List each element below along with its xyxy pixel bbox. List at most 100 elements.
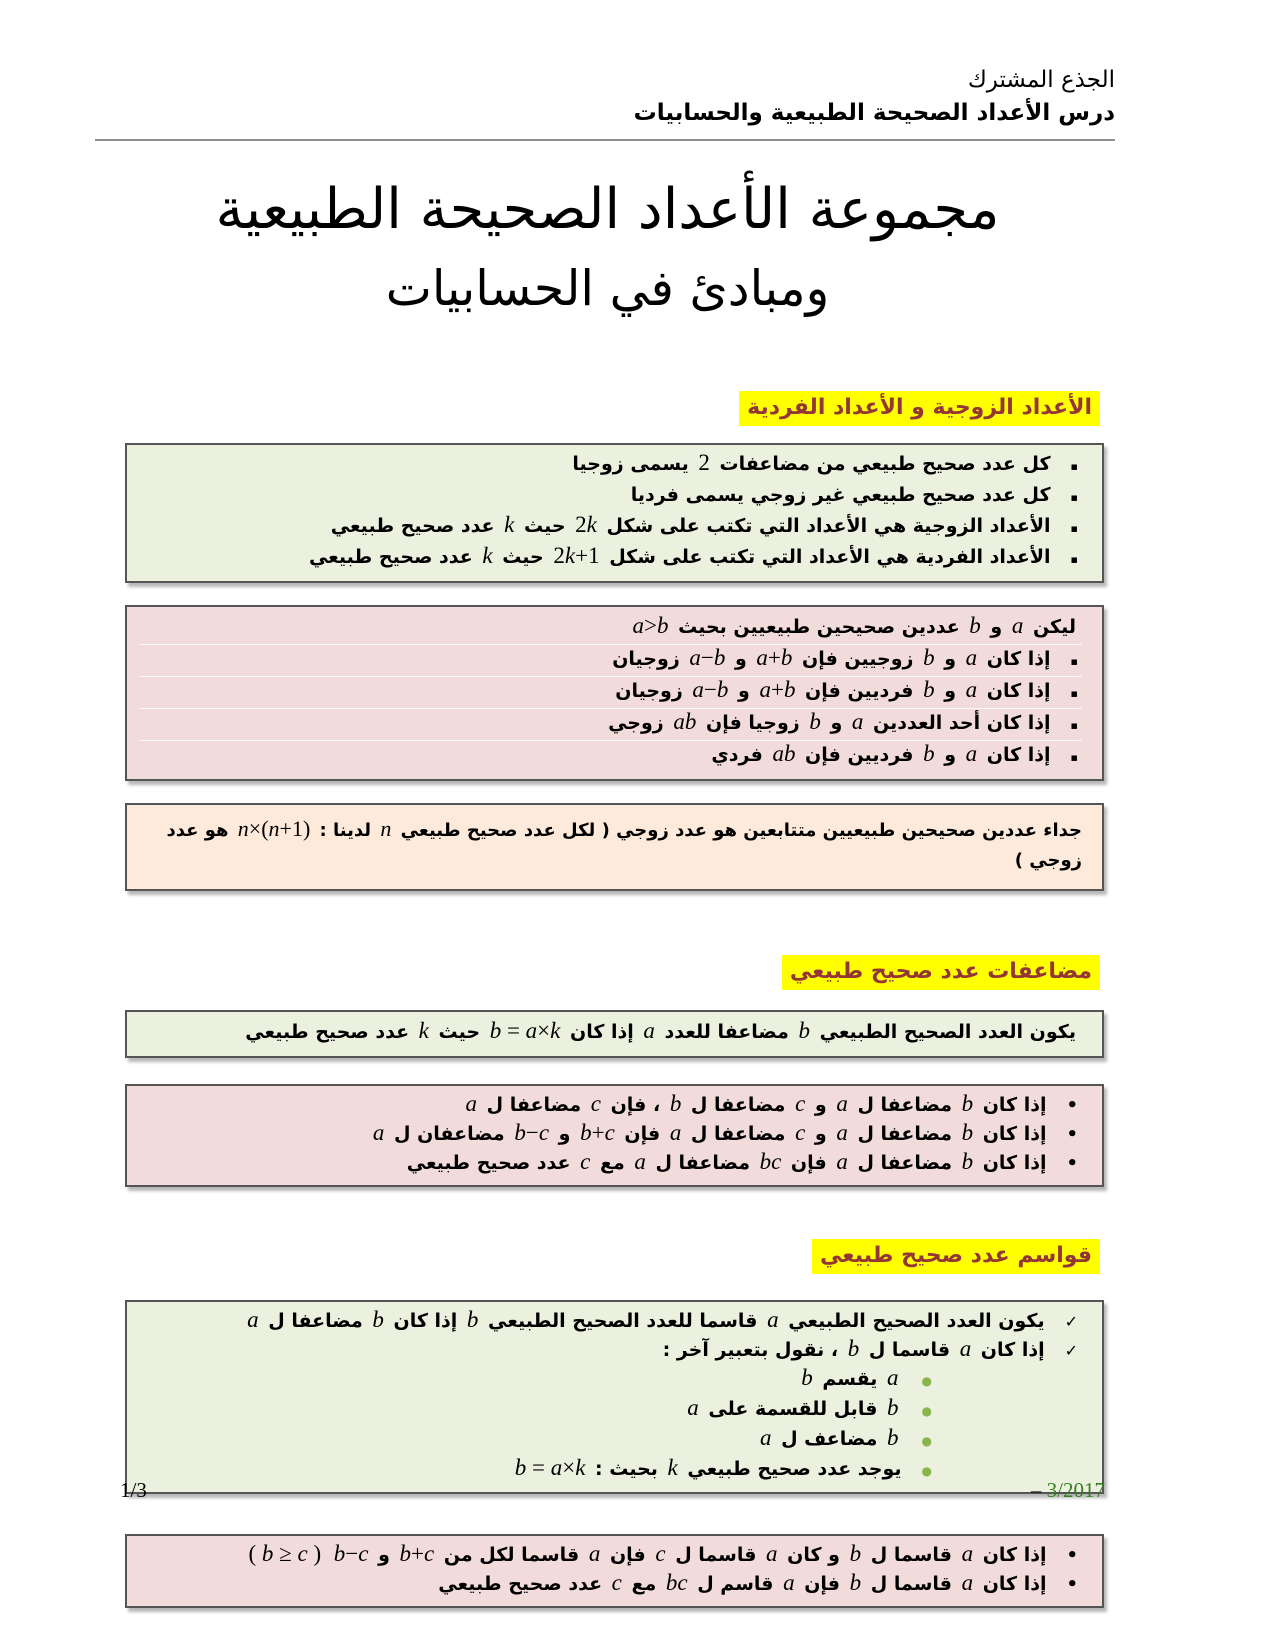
math-expression: a+b	[759, 677, 796, 702]
math-expression: c	[611, 1570, 622, 1595]
product-note-text: جداء عددين صحيحين طبيعيين متتابعين هو عد…	[166, 816, 1082, 872]
list-item-text: إذا كان b مضاعفا ل a و c مضاعفا ل a فإن …	[370, 1121, 1047, 1147]
list-item-text: الأعداد الزوجية هي الأعداد التي تكتب على…	[330, 512, 1051, 537]
even-odd-properties-box: ليكن a و b عددين صحيحين طبيعيين بحيث a>b…	[125, 605, 1104, 781]
list-item: • إذا كان b مضاعفا ل a و c مضاعفا ل a فإن…	[139, 1120, 1082, 1149]
math-expression: a	[965, 677, 978, 702]
list-item: ▪ إذا كان a و b فرديين فإن ab فردي	[139, 741, 1082, 772]
math-expression: 2k	[575, 512, 597, 537]
math-expression: b = a×k	[489, 1018, 561, 1043]
list-item: ● b قابل للقسمة على a	[139, 1395, 1082, 1425]
bullet-icon: •	[1066, 1574, 1078, 1595]
math-expression: b	[466, 1307, 479, 1332]
list-item: ▪ الأعداد الفردية هي الأعداد التي تكتب عل…	[139, 543, 1082, 574]
header-lesson-title: درس الأعداد الصحيحة الطبيعية والحسابيات	[633, 100, 1115, 126]
math-expression: b	[849, 1570, 862, 1595]
list-item-text: إذا كان a قاسما ل b فإن a قاسم ل bc مع c…	[438, 1570, 1047, 1595]
math-expression: 2	[698, 450, 710, 475]
math-expression: b	[961, 1091, 974, 1116]
math-expression: n	[380, 816, 392, 841]
list-item-text: إذا كان a قاسما ل b ، نقول بتعبير آخر :	[662, 1336, 1045, 1361]
math-expression: c	[655, 1541, 666, 1566]
list-item: ✓ يكون العدد الصحيح الطبيعي a قاسما للعدد…	[139, 1307, 1082, 1336]
math-expression: b	[798, 1018, 811, 1043]
title-line-2: ومبادئ في الحسابيات	[385, 260, 830, 317]
math-expression: k	[504, 512, 515, 537]
list-item-text: b قابل للقسمة على a	[684, 1396, 901, 1422]
date-dash: –	[1030, 1478, 1042, 1502]
math-expression: b	[887, 1425, 899, 1450]
math-expression: bc	[759, 1149, 782, 1174]
math-expression: a−b	[689, 645, 726, 670]
list-item: • إذا كان a قاسما ل b فإن a قاسم ل bc مع …	[139, 1570, 1082, 1599]
math-expression: a>b	[632, 613, 669, 638]
multiples-properties-box: • إذا كان b مضاعفا ل a و c مضاعفا ل b ، ف…	[125, 1084, 1104, 1187]
list-item-text: إذا كان b مضاعفا ل a فإن bc مضاعفا ل a م…	[406, 1149, 1047, 1174]
rules-list: ▪ كل عدد صحيح طبيعي من مضاعفات 2 يسمى زوج…	[139, 450, 1082, 574]
list-item: ✓ إذا كان a قاسما ل b ، نقول بتعبير آخر :	[139, 1336, 1082, 1365]
math-expression: a	[836, 1149, 848, 1174]
divisors-definition-box: ✓ يكون العدد الصحيح الطبيعي a قاسما للعدد…	[125, 1300, 1104, 1494]
math-expression: b	[969, 613, 981, 638]
list-item-text: يوجد عدد صحيح طبيعي k بحيث : b = a×k	[512, 1456, 902, 1482]
multiples-definition-text: يكون العدد الصحيح الطبيعي b مضاعفا للعدد…	[245, 1018, 1076, 1043]
math-expression: a+b	[756, 645, 793, 670]
list-item-text: إذا كان a و b فرديين فإن ab فردي	[711, 741, 1051, 766]
multiples-properties-list: • إذا كان b مضاعفا ل a و c مضاعفا ل b ، ف…	[139, 1091, 1082, 1178]
math-expression: a	[372, 1120, 385, 1145]
list-item-text: إذا كان a قاسما ل b و كان a قاسما ل c فإ…	[245, 1542, 1046, 1568]
math-expression: k	[667, 1455, 678, 1480]
math-expression: b	[801, 1365, 813, 1390]
list-item: ▪ كل عدد صحيح طبيعي من مضاعفات 2 يسمى زوج…	[139, 450, 1082, 481]
properties-intro: ليكن a و b عددين صحيحين طبيعيين بحيث a>b	[139, 612, 1082, 645]
math-expression: b	[372, 1307, 384, 1332]
list-item: ▪ كل عدد صحيح طبيعي غير زوجي يسمى فرديا	[139, 481, 1082, 512]
properties-list: ▪ إذا كان a و b زوجيين فإن a+b و a−b زوجي…	[139, 645, 1082, 772]
math-expression: ( b ≥ c )	[248, 1541, 322, 1566]
doc-date: – 3/2017	[1031, 1478, 1105, 1503]
checkmark-icon: ✓	[1064, 1312, 1078, 1331]
math-expression: a	[959, 1336, 972, 1361]
math-expression: a	[669, 1120, 682, 1145]
divisors-properties-box: • إذا كان a قاسما ل b و كان a قاسما ل c ف…	[125, 1534, 1104, 1608]
header-level: الجذع المشترك	[967, 67, 1115, 93]
list-item: • إذا كان a قاسما ل b و كان a قاسما ل c ف…	[139, 1541, 1082, 1570]
math-expression: b = a×k	[514, 1455, 586, 1480]
math-expression: b	[923, 741, 935, 766]
list-item-text: إذا كان a و b فرديين فإن a+b و a−b زوجيا…	[615, 677, 1051, 702]
list-item-text: كل عدد صحيح طبيعي من مضاعفات 2 يسمى زوجي…	[572, 450, 1051, 475]
math-expression: a	[766, 1541, 778, 1566]
math-expression: a	[961, 1541, 974, 1566]
math-expression: bc	[665, 1570, 688, 1595]
list-item: ▪ إذا كان a و b فرديين فإن a+b و a−b زوجي…	[139, 677, 1082, 709]
square-bullet-icon: ▪	[1070, 751, 1078, 764]
square-bullet-icon: ▪	[1070, 687, 1078, 700]
bullet-icon: •	[1066, 1124, 1078, 1145]
checkmark-icon: ✓	[1064, 1341, 1078, 1360]
list-item: ● a يقسم b	[139, 1365, 1082, 1395]
math-expression: a	[783, 1570, 795, 1595]
math-expression: b	[887, 1395, 899, 1420]
list-item: ▪ إذا كان a و b زوجيين فإن a+b و a−b زوجي…	[139, 645, 1082, 677]
section-heading-highlight: الأعداد الزوجية و الأعداد الفردية	[739, 391, 1100, 426]
math-expression: a	[465, 1091, 477, 1116]
square-bullet-icon: ▪	[1070, 522, 1078, 535]
list-item: • إذا كان b مضاعفا ل a و c مضاعفا ل b ، ف…	[139, 1091, 1082, 1120]
title-line-1: مجموعة الأعداد الصحيحة الطبيعية	[215, 177, 1000, 242]
math-expression: a	[965, 645, 978, 670]
math-expression: ab	[673, 709, 697, 734]
math-expression: b−c	[333, 1541, 369, 1566]
doc-header: الجذع المشترك درس الأعداد الصحيحة الطبيع…	[95, 0, 1115, 130]
math-expression: a	[687, 1395, 699, 1420]
square-bullet-icon: ▪	[1070, 655, 1078, 668]
consecutive-product-note-box: جداء عددين صحيحين طبيعيين متتابعين هو عد…	[125, 803, 1104, 891]
math-expression: a	[887, 1365, 899, 1390]
math-expression: b	[849, 1541, 862, 1566]
math-expression: ab	[772, 741, 796, 766]
page-footer: 1/3 – 3/2017	[120, 1478, 1105, 1503]
math-expression: b	[923, 645, 935, 670]
math-expression: a	[643, 1018, 655, 1043]
bullet-icon: •	[1066, 1545, 1078, 1566]
bullet-icon: •	[1066, 1153, 1078, 1174]
list-item: ● يوجد عدد صحيح طبيعي k بحيث : b = a×k	[139, 1455, 1082, 1485]
